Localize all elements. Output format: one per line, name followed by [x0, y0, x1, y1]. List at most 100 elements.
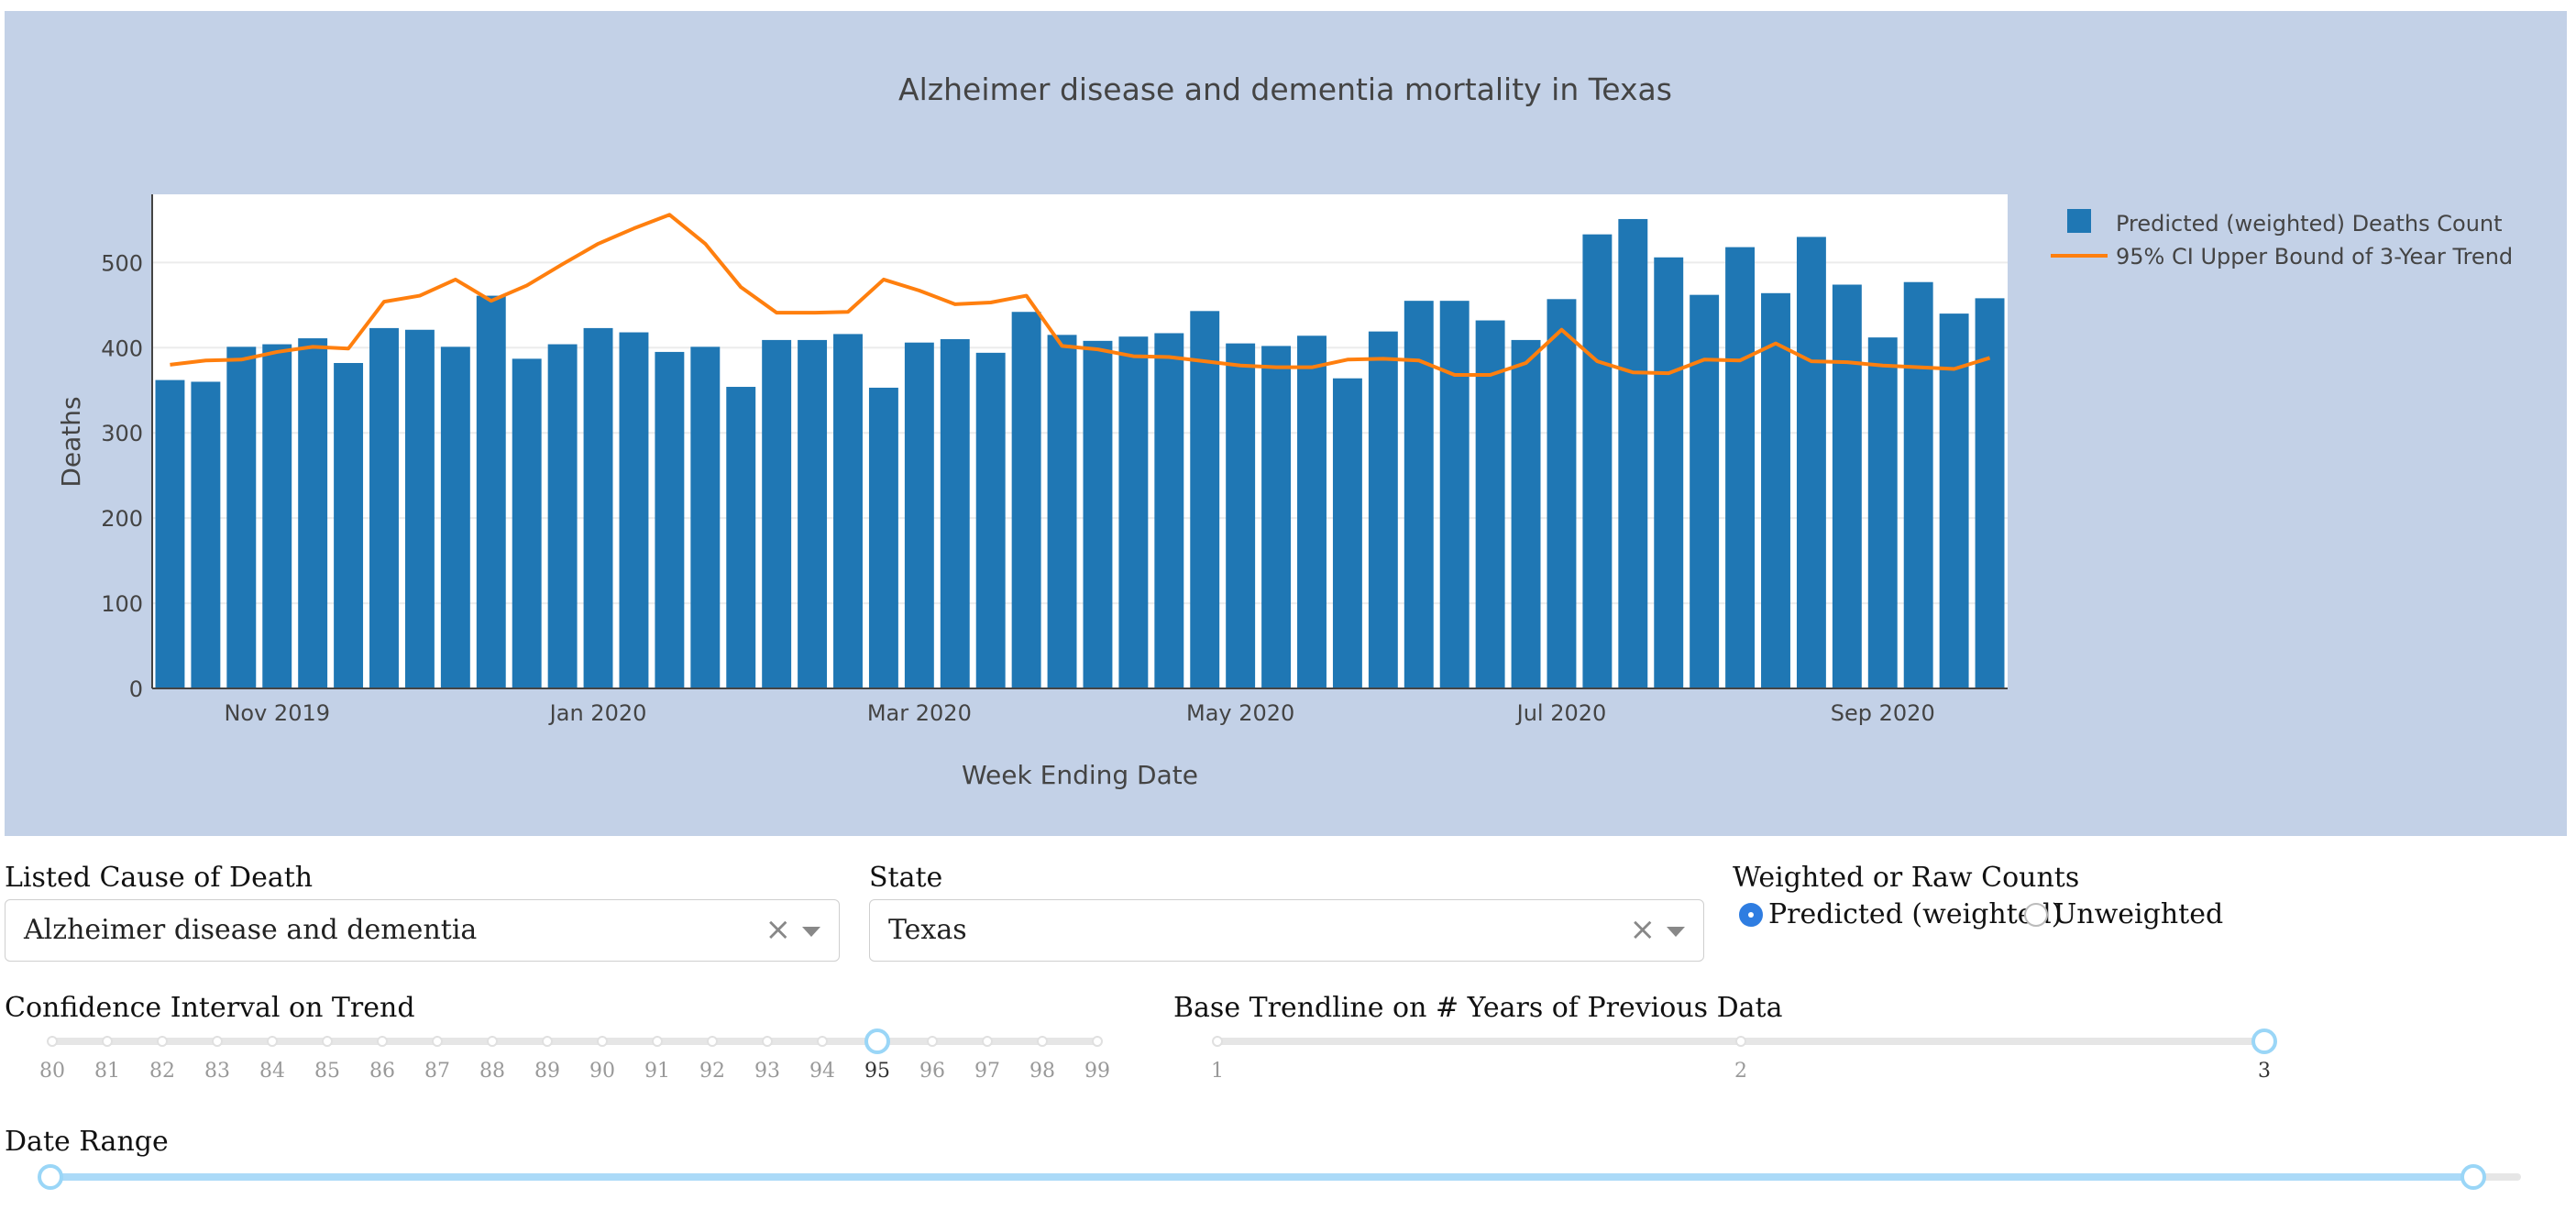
years-tick-dot[interactable]	[1212, 1036, 1223, 1047]
bar[interactable]	[1083, 340, 1113, 688]
ci-tick-dot[interactable]	[817, 1036, 828, 1047]
radio-button[interactable]	[2024, 902, 2048, 927]
bar[interactable]	[762, 339, 792, 688]
bar[interactable]	[1047, 335, 1077, 688]
bar[interactable]	[1439, 301, 1470, 688]
bar[interactable]	[512, 358, 542, 688]
bar[interactable]	[191, 381, 221, 688]
bar[interactable]	[583, 327, 613, 688]
date-range-end-handle[interactable]	[2460, 1164, 2486, 1190]
bar[interactable]	[1975, 298, 2005, 688]
ci-tick-dot[interactable]	[487, 1036, 498, 1047]
ci-track[interactable]	[52, 1038, 1097, 1045]
legend-line-label[interactable]: 95% CI Upper Bound of 3-Year Trend	[2116, 244, 2513, 270]
ci-tick-dot[interactable]	[982, 1036, 993, 1047]
bar[interactable]	[226, 346, 257, 688]
bar[interactable]	[262, 344, 292, 688]
bar[interactable]	[1582, 234, 1613, 688]
chevron-down-icon[interactable]	[1667, 927, 1685, 937]
cause-dropdown[interactable]: Alzheimer disease and dementia ×	[5, 899, 840, 962]
bar[interactable]	[1297, 336, 1327, 688]
bar[interactable]	[440, 346, 470, 688]
bar[interactable]	[1867, 337, 1898, 688]
bar[interactable]	[1832, 284, 1862, 688]
years-handle[interactable]	[2251, 1028, 2277, 1054]
years-slider[interactable]: 1 2 3	[1164, 1027, 2310, 1083]
trend-line[interactable]	[170, 213, 1991, 378]
y-axis-title: Deaths	[56, 396, 86, 487]
ci-handle[interactable]	[864, 1028, 890, 1054]
bar[interactable]	[1475, 320, 1505, 688]
ci-tick-dot[interactable]	[212, 1036, 223, 1047]
weight-option-unweighted[interactable]: Unweighted	[2024, 898, 2223, 930]
bar[interactable]	[726, 387, 756, 688]
legend-bar-label[interactable]: Predicted (weighted) Deaths Count	[2116, 211, 2503, 236]
chevron-down-icon[interactable]	[802, 927, 820, 937]
ci-tick-dot[interactable]	[377, 1036, 388, 1047]
ci-tick-dot[interactable]	[707, 1036, 718, 1047]
ci-tick-dot[interactable]	[1092, 1036, 1103, 1047]
ci-tick-label: 86	[369, 1060, 395, 1083]
bar[interactable]	[1547, 299, 1577, 688]
ci-slider[interactable]: 80 81 82 83 84 85 86 87 88 89 90 91 92 93 94 95 96 97 98 99	[0, 1027, 1146, 1083]
clear-icon[interactable]: ×	[765, 911, 792, 948]
bar[interactable]	[690, 346, 721, 688]
bar[interactable]	[1190, 311, 1220, 688]
state-dropdown[interactable]: Texas ×	[869, 899, 1704, 962]
date-range-slider[interactable]	[0, 1160, 2576, 1197]
ci-tick-dot[interactable]	[652, 1036, 663, 1047]
bar[interactable]	[1261, 346, 1292, 688]
ci-tick-dot[interactable]	[267, 1036, 278, 1047]
bar[interactable]	[833, 334, 863, 688]
clear-icon[interactable]: ×	[1629, 911, 1657, 948]
bar[interactable]	[547, 344, 578, 688]
bar[interactable]	[1690, 294, 1720, 688]
bar[interactable]	[904, 342, 934, 688]
ci-tick-dot[interactable]	[1037, 1036, 1048, 1047]
bar[interactable]	[298, 338, 328, 688]
bar[interactable]	[868, 387, 898, 688]
bar[interactable]	[655, 351, 685, 688]
ci-tick-label: 95	[864, 1060, 890, 1083]
radio-button[interactable]	[1739, 902, 1763, 927]
bar[interactable]	[334, 363, 364, 688]
ci-tick-dot[interactable]	[597, 1036, 608, 1047]
bar[interactable]	[1939, 314, 1969, 688]
bar[interactable]	[369, 327, 399, 688]
bar[interactable]	[476, 295, 506, 688]
ci-tick-dot[interactable]	[102, 1036, 113, 1047]
bar[interactable]	[1618, 218, 1648, 688]
bar[interactable]	[1332, 378, 1362, 688]
ci-tick-dot[interactable]	[322, 1036, 333, 1047]
bar[interactable]	[1796, 236, 1826, 688]
bar[interactable]	[1511, 339, 1541, 688]
bar[interactable]	[404, 329, 435, 688]
years-tick-dot[interactable]	[1735, 1036, 1746, 1047]
ci-tick-dot[interactable]	[762, 1036, 773, 1047]
bar[interactable]	[1226, 343, 1256, 688]
bar[interactable]	[1654, 257, 1684, 688]
bar[interactable]	[619, 332, 649, 688]
date-range-start-handle[interactable]	[38, 1164, 63, 1190]
bar[interactable]	[1118, 336, 1149, 688]
bar[interactable]	[1725, 247, 1756, 688]
ci-tick-dot[interactable]	[927, 1036, 938, 1047]
bar[interactable]	[940, 338, 970, 688]
ci-tick-dot[interactable]	[432, 1036, 443, 1047]
x-tick-label: May 2020	[1186, 700, 1294, 726]
ci-tick-dot[interactable]	[47, 1036, 58, 1047]
ci-tick-dot[interactable]	[157, 1036, 168, 1047]
bar[interactable]	[798, 339, 828, 688]
legend-bar-swatch[interactable]	[2067, 209, 2091, 233]
weight-option-weighted[interactable]: Predicted (weighted)	[1739, 898, 2062, 930]
bar[interactable]	[975, 352, 1006, 688]
bar[interactable]	[1761, 292, 1790, 688]
bar[interactable]	[155, 380, 185, 688]
ci-tick-label: 92	[699, 1060, 725, 1083]
ci-tick-dot[interactable]	[542, 1036, 553, 1047]
bar[interactable]	[1368, 331, 1398, 688]
bar[interactable]	[1903, 281, 1933, 688]
y-tick-label: 500	[101, 250, 143, 276]
bar[interactable]	[1154, 333, 1184, 688]
bar[interactable]	[1011, 312, 1041, 688]
